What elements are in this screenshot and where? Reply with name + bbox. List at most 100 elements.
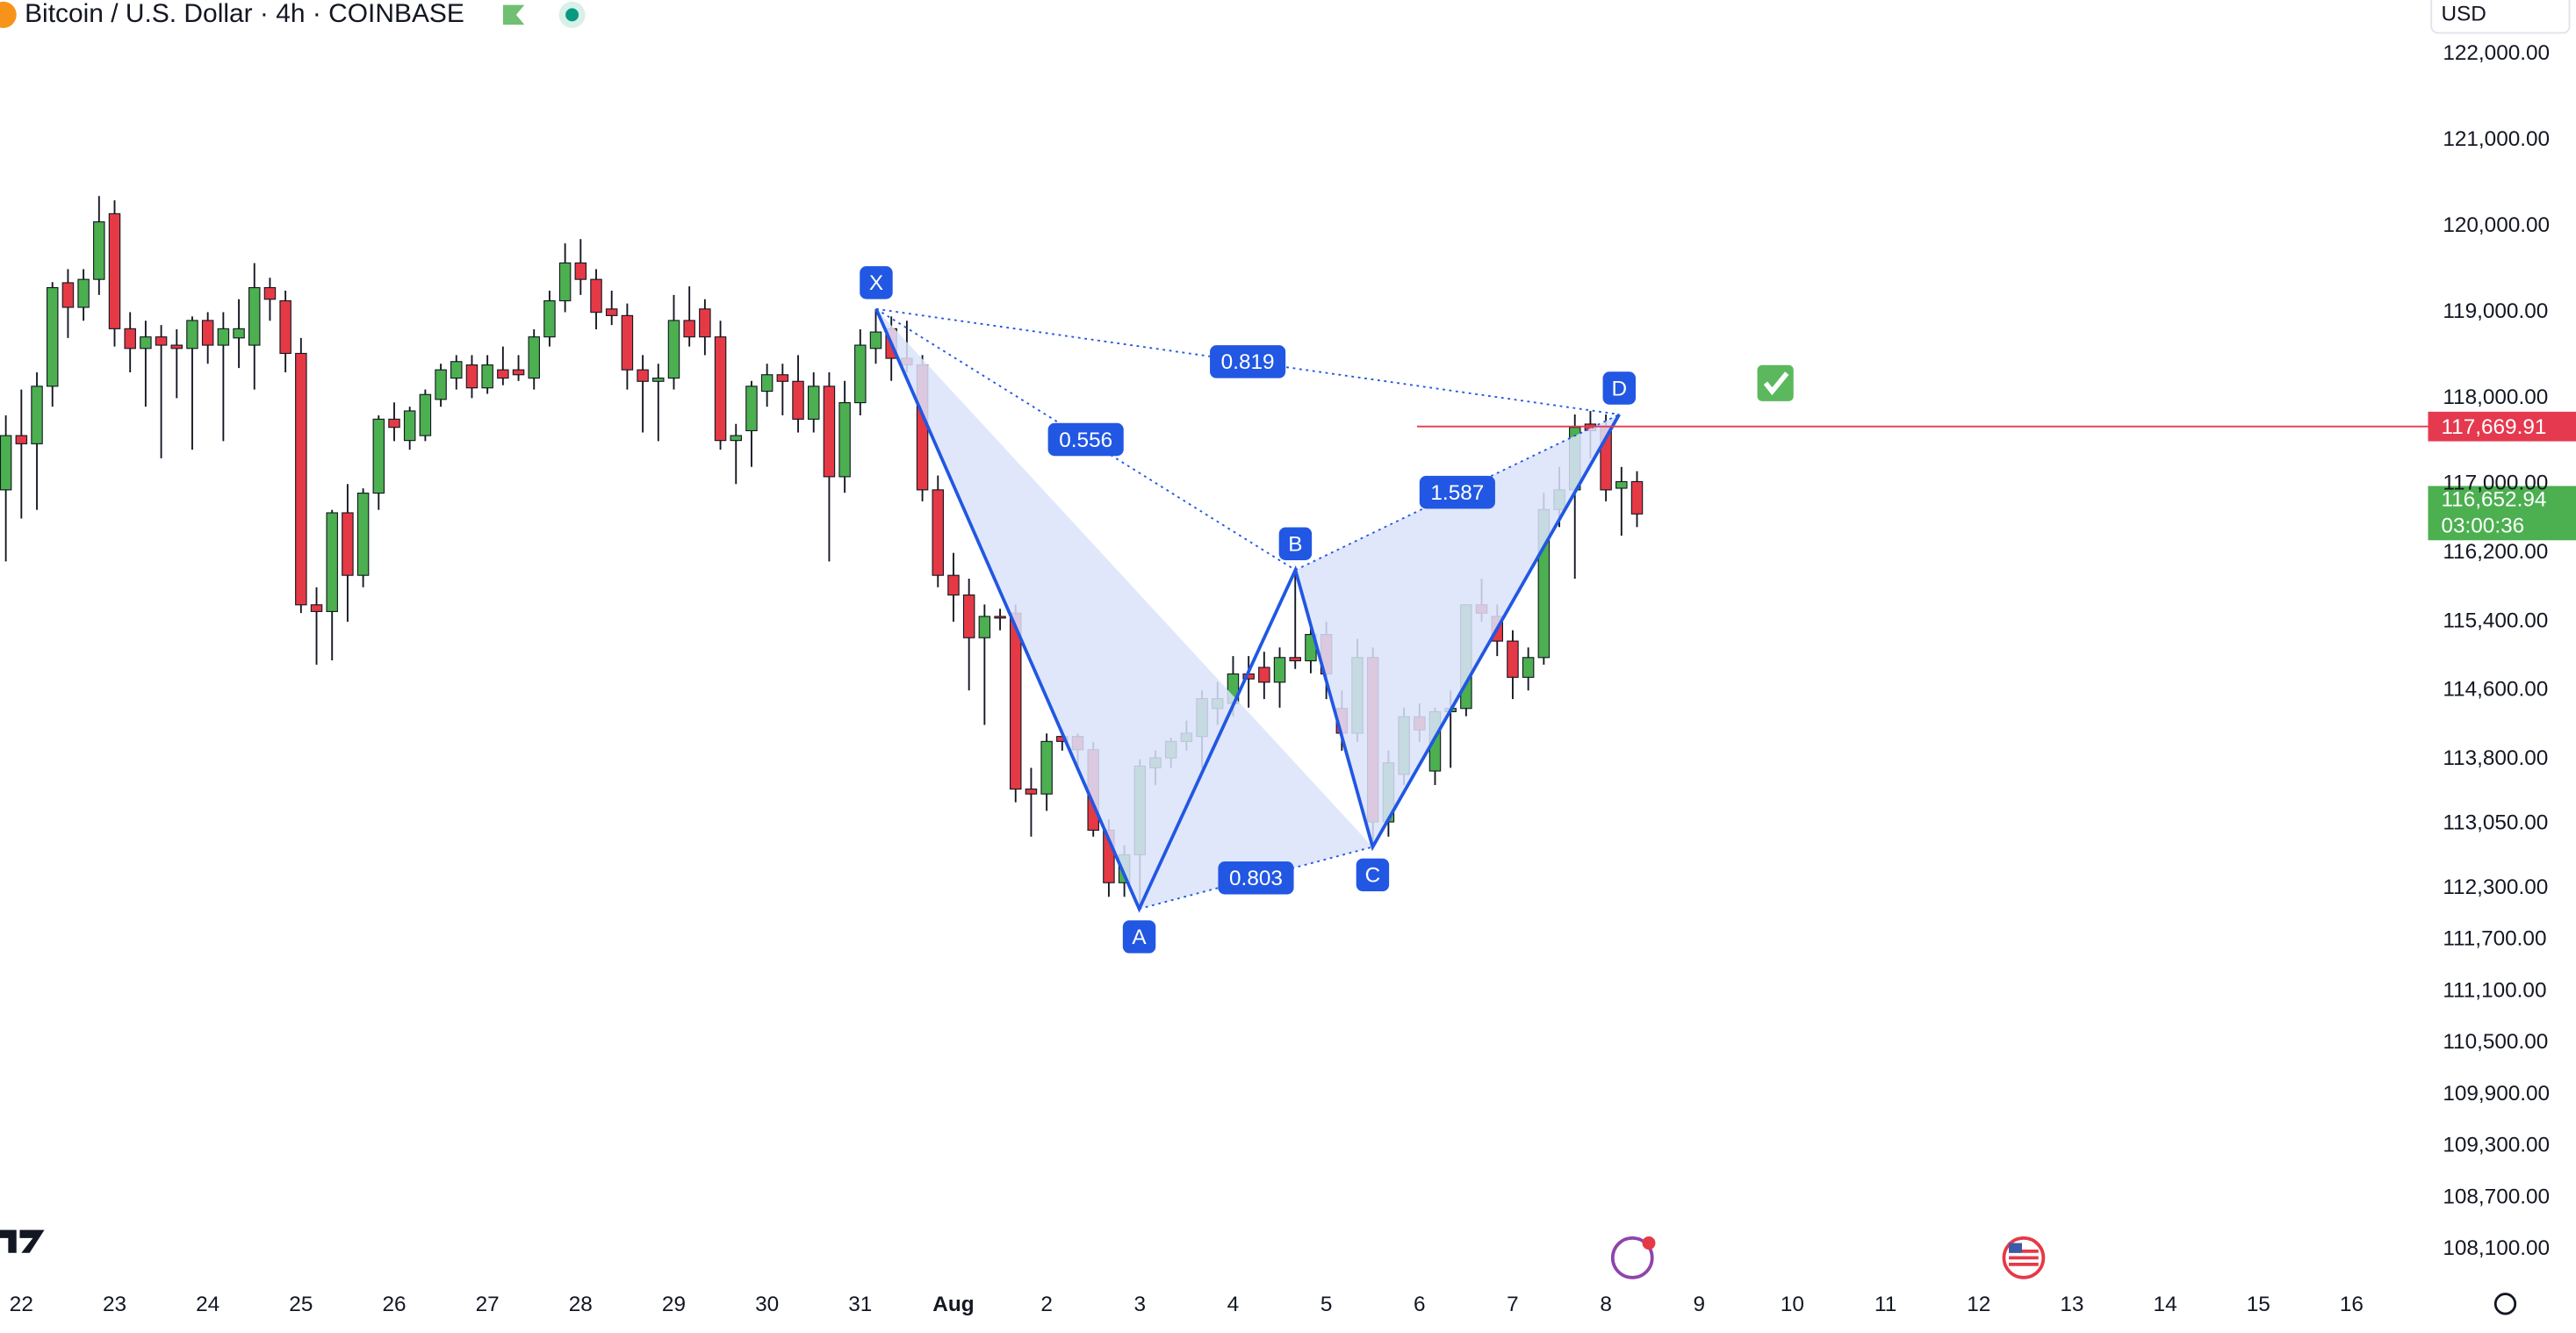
x-tick-label: 27 (476, 1293, 500, 1316)
x-tick-label: Aug (932, 1293, 974, 1316)
x-tick-label: 25 (289, 1293, 313, 1316)
candle-body (124, 328, 136, 349)
ai-icon[interactable] (1610, 1236, 1654, 1279)
candle-body (838, 402, 851, 478)
y-tick-label: 117,000.00 (2443, 472, 2548, 495)
candle-body (962, 594, 975, 638)
candle-body (1630, 480, 1644, 515)
y-tick-label: 115,400.00 (2443, 609, 2548, 632)
point-box (1602, 371, 1637, 405)
candle-body (1040, 740, 1053, 795)
settings-icon[interactable] (2493, 1293, 2517, 1315)
point-box (1278, 527, 1313, 560)
candle-body (823, 385, 836, 478)
candle-body (233, 328, 245, 339)
candle-body (356, 493, 370, 576)
candle-body (263, 286, 277, 300)
x-tick-label: 7 (1507, 1293, 1519, 1316)
ai-icon-dot (1642, 1236, 1656, 1250)
currency-button[interactable] (2430, 0, 2571, 34)
y-tick-label: 121,000.00 (2443, 127, 2550, 151)
candle-body (558, 262, 572, 302)
price-tag-label: 117,669.91 (2441, 415, 2546, 439)
candle-body (170, 344, 183, 349)
point-label: C (1365, 864, 1381, 888)
x-tick-label: 10 (1781, 1293, 1804, 1316)
candle-body (326, 512, 338, 612)
x-tick-label: 31 (848, 1293, 872, 1316)
y-tick-label: 122,000.00 (2443, 41, 2550, 65)
point-box (1356, 858, 1390, 892)
y-tick-label: 109,900.00 (2443, 1082, 2550, 1106)
candle-body (1615, 480, 1628, 489)
candle-body (248, 286, 261, 346)
price-tag-label: 116,652.94 (2441, 488, 2546, 512)
candle-body (61, 282, 75, 308)
candle-body (450, 361, 463, 379)
x-tick-label: 12 (1967, 1293, 1990, 1316)
y-tick-label: 111,100.00 (2443, 978, 2546, 1002)
y-tick-label: 113,050.00 (2443, 811, 2548, 834)
tradingview-logo[interactable] (0, 1229, 45, 1253)
point-label: D (1611, 377, 1627, 400)
x-tick-label: 4 (1227, 1293, 1240, 1316)
x-tick-label: 16 (2340, 1293, 2364, 1316)
x-tick-label: 15 (2247, 1293, 2270, 1316)
candle-body (528, 336, 540, 379)
x-tick-label: 28 (569, 1293, 593, 1316)
x-tick-label: 3 (1134, 1293, 1147, 1316)
x-tick-label: 29 (662, 1293, 686, 1316)
x-tick-label: 9 (1694, 1293, 1706, 1316)
candle-body (854, 344, 867, 404)
y-tick-label: 108,700.00 (2443, 1185, 2550, 1208)
point-label: X (869, 271, 883, 295)
y-tick-label: 114,600.00 (2443, 678, 2548, 702)
candle-body (1522, 657, 1535, 678)
candle-body (388, 418, 400, 429)
candle-body (46, 286, 59, 387)
y-tick-label: 113,800.00 (2443, 746, 2548, 770)
x-tick-label: 14 (2154, 1293, 2177, 1316)
y-tick-label: 120,000.00 (2443, 213, 2550, 237)
candle-body (714, 336, 727, 442)
candle-body (978, 616, 991, 638)
candle-body (0, 435, 12, 491)
price-tag (2428, 411, 2576, 442)
candle-body (201, 320, 214, 346)
pattern-fill (875, 308, 1373, 909)
x-tick-label: 8 (1600, 1293, 1612, 1316)
candle-body (590, 278, 602, 313)
candle-body (621, 314, 634, 371)
candle-body (776, 374, 789, 382)
y-tick-label: 110,500.00 (2443, 1030, 2548, 1054)
candle-body (93, 221, 105, 280)
status-dot (565, 8, 579, 22)
chart-title: Bitcoin / U.S. Dollar · 4h · COINBASE (25, 0, 464, 28)
candle-body (745, 385, 758, 432)
candle-body (186, 320, 198, 349)
candle-body (574, 262, 587, 280)
candle-body (1025, 789, 1038, 795)
x-tick-label: 23 (103, 1293, 126, 1316)
x-tick-label: 26 (382, 1293, 406, 1316)
x-tick-label: 30 (755, 1293, 779, 1316)
x-tick-label: 5 (1320, 1293, 1333, 1316)
x-tick-label: 22 (10, 1293, 33, 1316)
point-box (860, 266, 893, 299)
candle-body (419, 393, 432, 436)
price-tag (2428, 486, 2576, 541)
candle-body (31, 385, 43, 444)
candle-body (1258, 666, 1270, 683)
candle-body (807, 385, 820, 420)
y-tick-label: 109,300.00 (2443, 1134, 2550, 1157)
candle-body (77, 278, 90, 308)
flag-icon[interactable] (502, 4, 525, 25)
candle-body (760, 374, 774, 393)
ratio-label: 0.556 (1059, 429, 1112, 452)
candle-body (947, 574, 960, 596)
candle-body (108, 213, 121, 329)
candle-body (140, 336, 152, 349)
candle-body (667, 320, 680, 379)
